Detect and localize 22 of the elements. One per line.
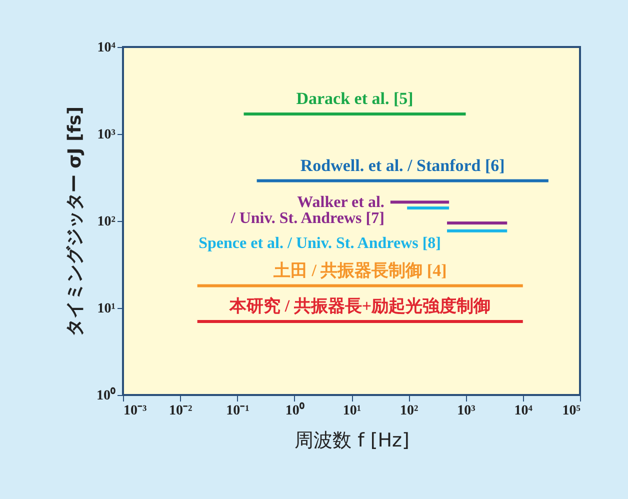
y-tick-label: 10⁴ <box>97 40 116 56</box>
x-tick-label: 10⁵ <box>562 404 580 418</box>
series-label: 本研究 / 共振器長+励起光強度制御 <box>228 296 491 316</box>
y-axis-title: タイミングジッター σJ [fs] <box>64 106 86 337</box>
y-tick-label: 10² <box>97 214 116 230</box>
x-tick-label: 10³ <box>457 404 476 418</box>
x-axis-title: 周波数 f [Hz] <box>294 430 410 452</box>
series-label: 土田 / 共振器長制御 [4] <box>272 260 447 280</box>
x-tick-label: 10⁻¹ <box>226 404 250 418</box>
x-tick-label: 10⁴ <box>514 404 534 418</box>
series-label: Darack et al. [5] <box>296 88 414 108</box>
x-tick-label: 10⁻³ <box>124 404 147 418</box>
series-label: Rodwell. et al. / Stanford [6] <box>300 156 505 175</box>
x-tick-label: 10² <box>400 404 418 418</box>
x-tick-label: 10⁰ <box>285 402 304 418</box>
y-tick-label: 10⁰ <box>96 386 116 404</box>
series-label: Walker et al. / Univ. St. Andrews [7] <box>230 194 384 228</box>
x-tick-label: 10⁻² <box>169 404 192 418</box>
y-tick-label: 10¹ <box>97 302 116 316</box>
x-tick-label: 10¹ <box>342 404 362 418</box>
series-label: Spence et al. / Univ. St. Andrews [8] <box>198 234 442 252</box>
y-tick-label: 10³ <box>97 128 116 142</box>
